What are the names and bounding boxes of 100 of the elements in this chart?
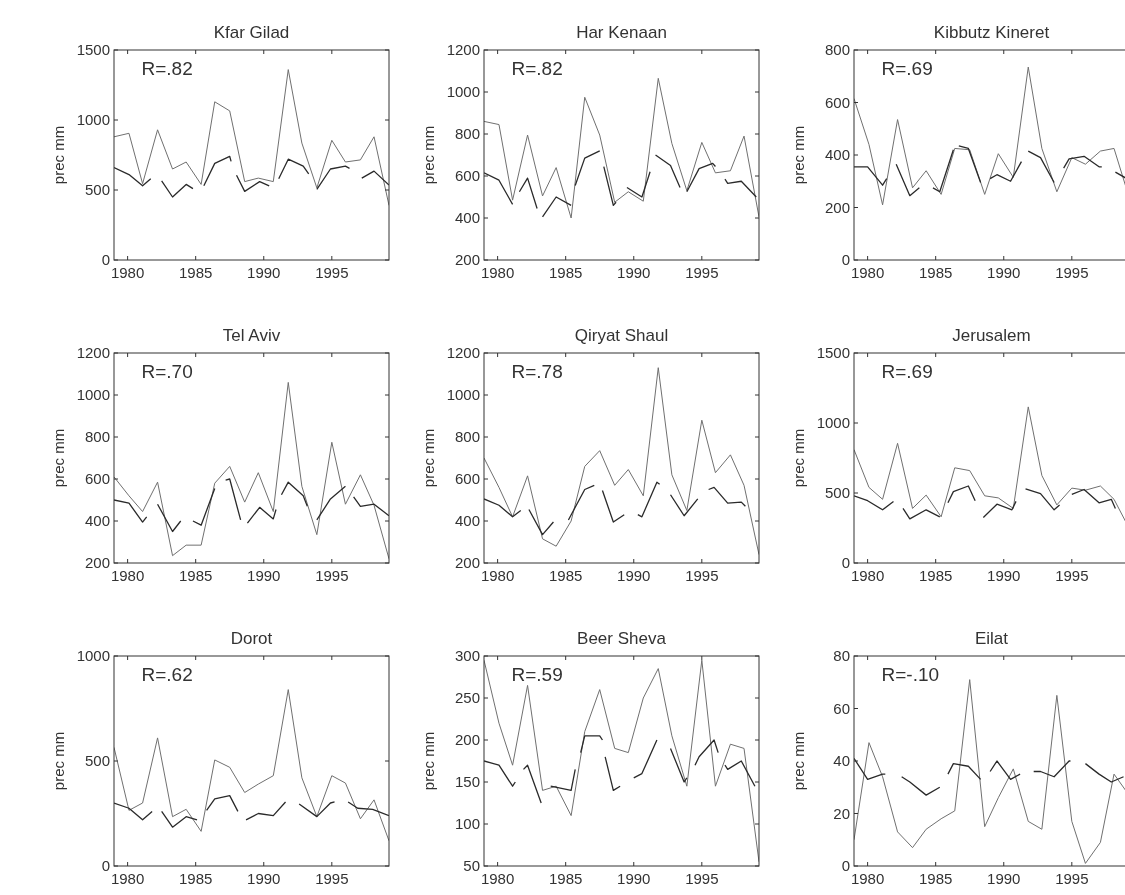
- annotation: R=-.10: [881, 664, 940, 685]
- x-tick-label: 1995: [315, 870, 349, 887]
- x-tick-label: 1995: [1055, 870, 1089, 887]
- y-axis-title: prec mm: [790, 125, 807, 185]
- x-tick-label: 1980: [110, 870, 145, 887]
- y-tick-label: 20: [833, 804, 850, 822]
- line-series: [114, 689, 389, 842]
- y-tick-label: 80: [833, 647, 850, 665]
- y-axis-title: prec mm: [50, 731, 67, 791]
- x-tick-label: 1990: [987, 264, 1021, 281]
- y-tick-label: 1200: [76, 344, 110, 362]
- y-tick-label: 1000: [446, 83, 480, 101]
- x-tick-label: 1995: [315, 567, 349, 584]
- x-tick-label: 1990: [987, 870, 1021, 887]
- annotation: R=.82: [511, 58, 563, 79]
- y-tick-label: 500: [824, 484, 850, 502]
- y-tick-label: 600: [84, 470, 110, 488]
- y-tick-label: 400: [84, 512, 110, 530]
- y-axis-title: prec mm: [420, 428, 437, 488]
- x-tick-label: 1990: [617, 264, 651, 281]
- x-tick-label: 1980: [850, 870, 885, 887]
- x-tick-label: 1980: [480, 264, 515, 281]
- annotation: R=.69: [881, 361, 933, 382]
- y-tick-label: 800: [454, 428, 480, 446]
- annotation: R=.82: [141, 58, 193, 79]
- y-tick-label: 500: [84, 752, 110, 770]
- y-tick-label: 60: [833, 699, 850, 717]
- y-tick-label: 0: [101, 857, 110, 875]
- y-tick-label: 600: [824, 93, 850, 111]
- y-tick-label: 0: [841, 251, 850, 269]
- y-tick-label: 600: [454, 470, 480, 488]
- annotation: R=.59: [511, 664, 563, 685]
- x-tick-label: 1980: [480, 870, 515, 887]
- y-tick-label: 800: [454, 125, 480, 143]
- y-tick-label: 1000: [446, 386, 480, 404]
- annotation: R=.70: [141, 361, 193, 382]
- annotation: R=.62: [141, 664, 193, 685]
- x-tick-label: 1985: [179, 567, 213, 584]
- x-tick-label: 1990: [617, 870, 651, 887]
- y-tick-label: 600: [454, 167, 480, 185]
- y-tick-label: 50: [463, 857, 480, 875]
- chart-title: Jerusalem: [952, 326, 1031, 345]
- y-tick-label: 1200: [446, 41, 480, 59]
- x-tick-label: 1990: [247, 870, 281, 887]
- chart-title: Har Kenaan: [576, 23, 667, 42]
- y-tick-label: 0: [101, 251, 110, 269]
- chart-title: Tel Aviv: [222, 326, 281, 345]
- x-tick-label: 1985: [549, 567, 583, 584]
- y-tick-label: 1000: [76, 111, 110, 129]
- y-tick-label: 200: [454, 554, 480, 572]
- y-tick-label: 1000: [76, 647, 110, 665]
- chart-title: Eilat: [974, 629, 1009, 648]
- x-tick-label: 1980: [110, 567, 145, 584]
- x-tick-label: 1995: [315, 264, 349, 281]
- x-tick-label: 1985: [549, 264, 583, 281]
- y-axis-title: prec mm: [790, 428, 807, 488]
- y-tick-label: 1500: [76, 41, 110, 59]
- y-tick-label: 1000: [816, 414, 850, 432]
- y-tick-label: 800: [84, 428, 110, 446]
- y-tick-label: 200: [454, 251, 480, 269]
- x-tick-label: 1990: [987, 567, 1021, 584]
- x-tick-label: 1985: [919, 567, 953, 584]
- chart-title: Qiryat Shaul: [574, 326, 669, 345]
- y-tick-label: 100: [454, 815, 480, 833]
- x-tick-label: 1995: [685, 567, 719, 584]
- x-tick-label: 1990: [247, 264, 281, 281]
- x-tick-label: 1985: [179, 264, 213, 281]
- y-axis-title: prec mm: [420, 125, 437, 185]
- x-tick-label: 1990: [247, 567, 281, 584]
- y-tick-label: 200: [84, 554, 110, 572]
- y-tick-label: 0: [841, 554, 850, 572]
- y-tick-label: 250: [454, 689, 480, 707]
- y-tick-label: 400: [824, 146, 850, 164]
- y-tick-label: 150: [454, 773, 480, 791]
- x-tick-label: 1995: [685, 264, 719, 281]
- y-tick-label: 200: [454, 731, 480, 749]
- x-tick-label: 1980: [110, 264, 145, 281]
- annotation: R=.69: [881, 58, 933, 79]
- y-axis-title: prec mm: [50, 428, 67, 488]
- x-tick-label: 1985: [549, 870, 583, 887]
- x-tick-label: 1995: [1055, 264, 1089, 281]
- annotation: R=.78: [511, 361, 563, 382]
- chart-title: Kibbutz Kineret: [933, 23, 1050, 42]
- x-tick-label: 1980: [850, 567, 885, 584]
- chart-title: Dorot: [230, 629, 273, 648]
- y-tick-label: 400: [454, 512, 480, 530]
- x-tick-label: 1980: [480, 567, 515, 584]
- y-tick-label: 500: [84, 181, 110, 199]
- line-series: [484, 77, 759, 219]
- y-tick-label: 800: [824, 41, 850, 59]
- x-tick-label: 1995: [1055, 567, 1089, 584]
- y-tick-label: 200: [824, 198, 850, 216]
- y-tick-label: 400: [454, 209, 480, 227]
- x-tick-label: 1995: [685, 870, 719, 887]
- y-tick-label: 0: [841, 857, 850, 875]
- y-axis-title: prec mm: [50, 125, 67, 185]
- x-tick-label: 1990: [617, 567, 651, 584]
- chart-title: Beer Sheva: [577, 629, 667, 648]
- y-tick-label: 300: [454, 647, 480, 665]
- y-axis-title: prec mm: [790, 731, 807, 791]
